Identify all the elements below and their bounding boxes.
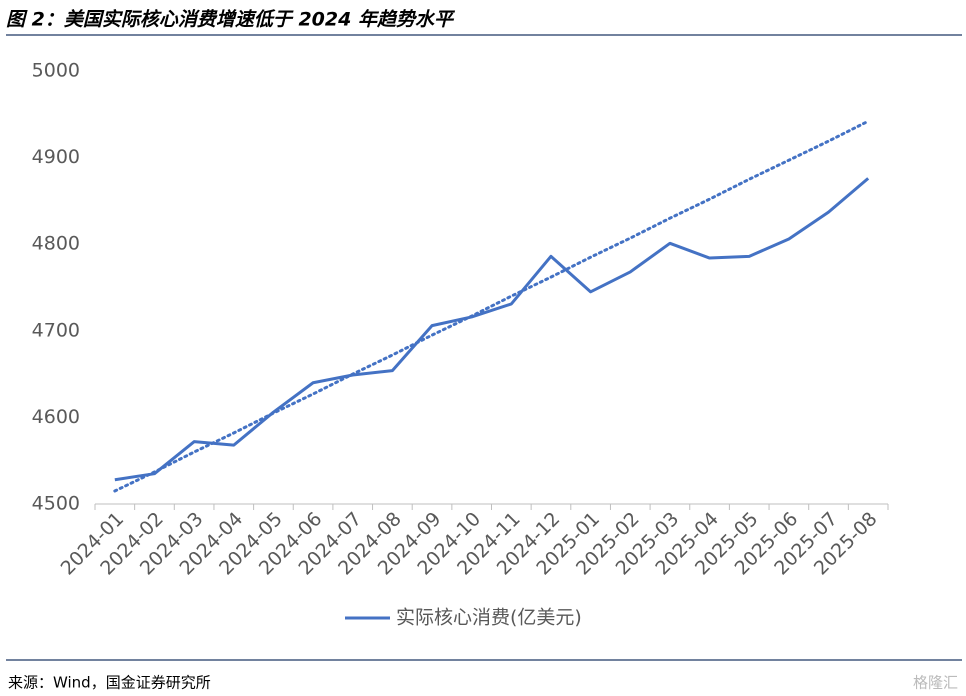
watermark: 格隆汇 (913, 674, 958, 692)
y-tick-label: 4600 (32, 406, 80, 428)
chart-title: 图 2：美国实际核心消费增速低于 2024 年趋势水平 (6, 9, 456, 31)
trend-line (113, 119, 870, 493)
y-tick-label: 4700 (32, 319, 80, 341)
y-tick-label: 4900 (32, 146, 80, 168)
y-tick-label: 5000 (32, 60, 80, 82)
y-tick-label: 4500 (32, 493, 80, 515)
series-line (114, 177, 870, 482)
legend-label: 实际核心消费(亿美元) (396, 607, 582, 629)
y-tick-label: 4800 (32, 233, 80, 255)
source: 来源：Wind，国金证券研究所 (8, 674, 211, 692)
